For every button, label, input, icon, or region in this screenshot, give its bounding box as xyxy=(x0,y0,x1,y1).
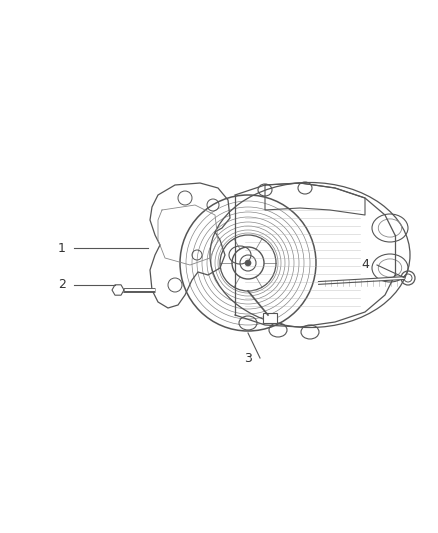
Text: 2: 2 xyxy=(58,279,66,292)
Text: 4: 4 xyxy=(361,259,369,271)
Text: 1: 1 xyxy=(58,241,66,254)
Polygon shape xyxy=(112,285,124,295)
Text: 3: 3 xyxy=(244,351,252,365)
Circle shape xyxy=(245,260,251,266)
Bar xyxy=(263,313,277,323)
